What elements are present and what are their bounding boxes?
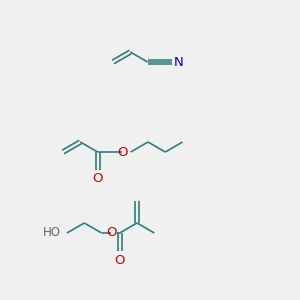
Text: O: O	[92, 172, 103, 185]
Text: O: O	[106, 226, 117, 239]
Text: O: O	[114, 254, 125, 266]
Text: N: N	[174, 56, 184, 68]
Text: O: O	[117, 146, 128, 158]
Text: HO: HO	[43, 226, 61, 239]
